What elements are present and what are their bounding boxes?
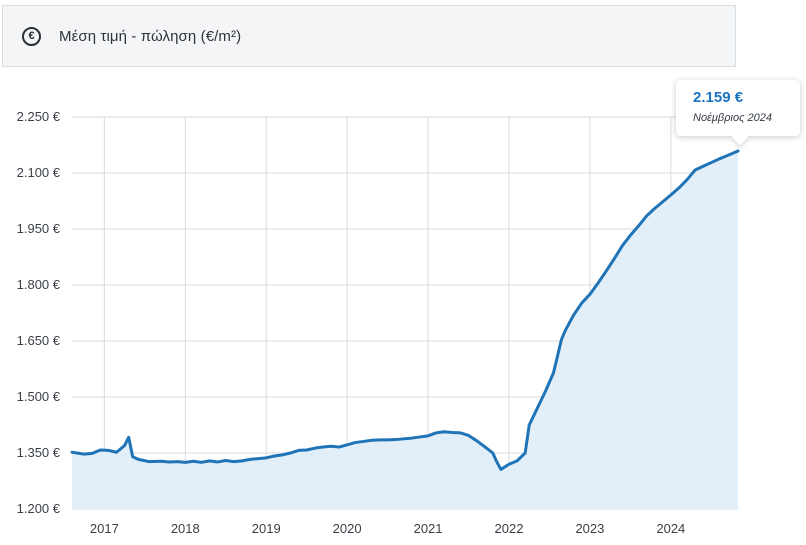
chart-area-layer (72, 150, 738, 509)
x-tick-label: 2023 (575, 521, 604, 536)
x-tick-label: 2022 (495, 521, 524, 536)
y-tick-label: 1.800 € (17, 277, 61, 292)
y-tick-label: 1.200 € (17, 501, 61, 516)
y-tick-label: 1.350 € (17, 445, 61, 460)
x-tick-label: 2019 (252, 521, 281, 536)
y-axis: 1.200 € 1.350 € 1.500 € 1.650 € 1.800 € 1.950… (17, 109, 61, 516)
y-tick-label: 2.250 € (17, 109, 61, 124)
x-tick-label: 2021 (414, 521, 443, 536)
x-tick-label: 2024 (656, 521, 685, 536)
euro-circle-icon: € (22, 26, 41, 46)
series-line[interactable] (70, 149, 740, 471)
series-area (72, 150, 738, 509)
y-tick-label: 2.100 € (17, 165, 61, 180)
y-tick-label: 1.650 € (17, 333, 61, 348)
x-tick-label: 2017 (90, 521, 119, 536)
x-axis: 2017 2018 2019 2020 2021 2022 2023 2024 (90, 521, 685, 536)
y-tick-label: 1.500 € (17, 389, 61, 404)
tooltip-date: Νοέμβριος 2024 (693, 112, 772, 124)
chart-title: Μέση τιμή - πώληση (€/m²) (59, 27, 242, 45)
y-tick-label: 1.950 € (17, 221, 61, 236)
chart-header: € Μέση τιμή - πώληση (€/m²) (2, 5, 736, 67)
x-tick-label: 2018 (171, 521, 200, 536)
tooltip-value: 2.159 € (693, 89, 744, 106)
chart-line-layer (70, 149, 740, 471)
x-tick-label: 2020 (333, 521, 362, 536)
value-tooltip: 2.159 € Νοέμβριος 2024 (676, 80, 800, 136)
